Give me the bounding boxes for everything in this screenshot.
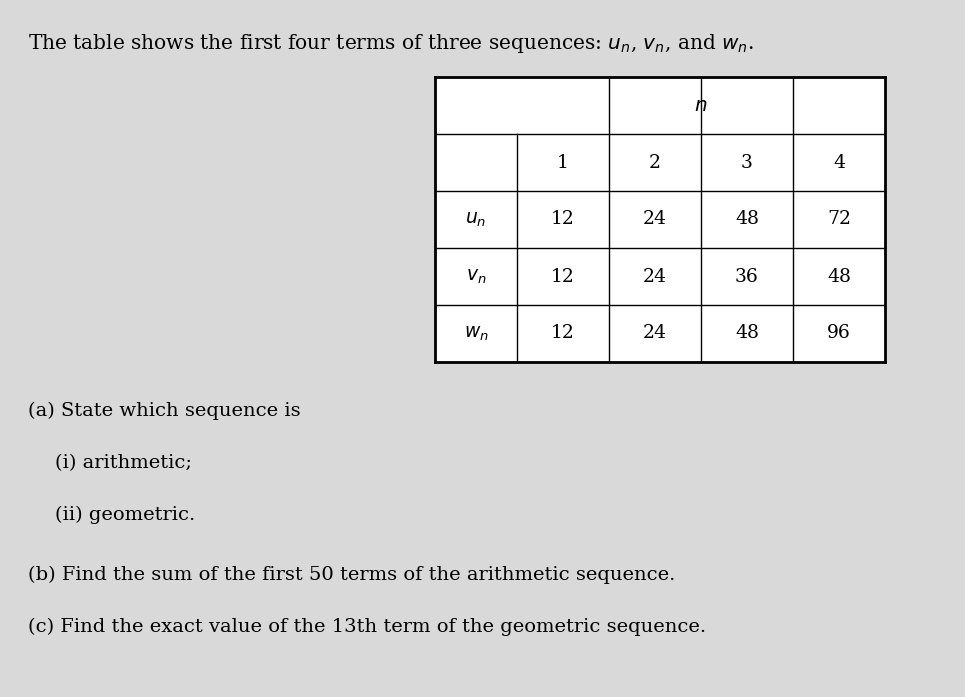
Text: 48: 48: [735, 210, 759, 229]
Text: 24: 24: [643, 268, 667, 286]
Text: 4: 4: [833, 153, 845, 171]
Text: 12: 12: [551, 325, 575, 342]
Bar: [435, 77, 885, 362]
Text: 2: 2: [649, 153, 661, 171]
Text: (a) State which sequence is: (a) State which sequence is: [28, 402, 301, 420]
Text: 48: 48: [827, 268, 851, 286]
Text: 12: 12: [551, 268, 575, 286]
Text: (i) arithmetic;: (i) arithmetic;: [55, 454, 192, 472]
Text: 1: 1: [557, 153, 569, 171]
Text: $w_n$: $w_n$: [463, 324, 488, 343]
Text: The table shows the first four terms of three sequences: $u_n$, $v_n$, and $w_n$: The table shows the first four terms of …: [28, 32, 754, 55]
Text: (b) Find the sum of the first 50 terms of the arithmetic sequence.: (b) Find the sum of the first 50 terms o…: [28, 566, 676, 584]
Text: 3: 3: [741, 153, 753, 171]
Text: 24: 24: [643, 210, 667, 229]
Text: 96: 96: [827, 325, 851, 342]
Text: 12: 12: [551, 210, 575, 229]
Text: (ii) geometric.: (ii) geometric.: [55, 506, 195, 524]
Text: $v_n$: $v_n$: [466, 268, 486, 286]
Text: $n$: $n$: [694, 96, 707, 115]
Text: 72: 72: [827, 210, 851, 229]
Text: 24: 24: [643, 325, 667, 342]
Text: (c) Find the exact value of the 13th term of the geometric sequence.: (c) Find the exact value of the 13th ter…: [28, 618, 706, 636]
Text: $u_n$: $u_n$: [465, 210, 486, 229]
Text: 36: 36: [735, 268, 758, 286]
Text: 48: 48: [735, 325, 759, 342]
